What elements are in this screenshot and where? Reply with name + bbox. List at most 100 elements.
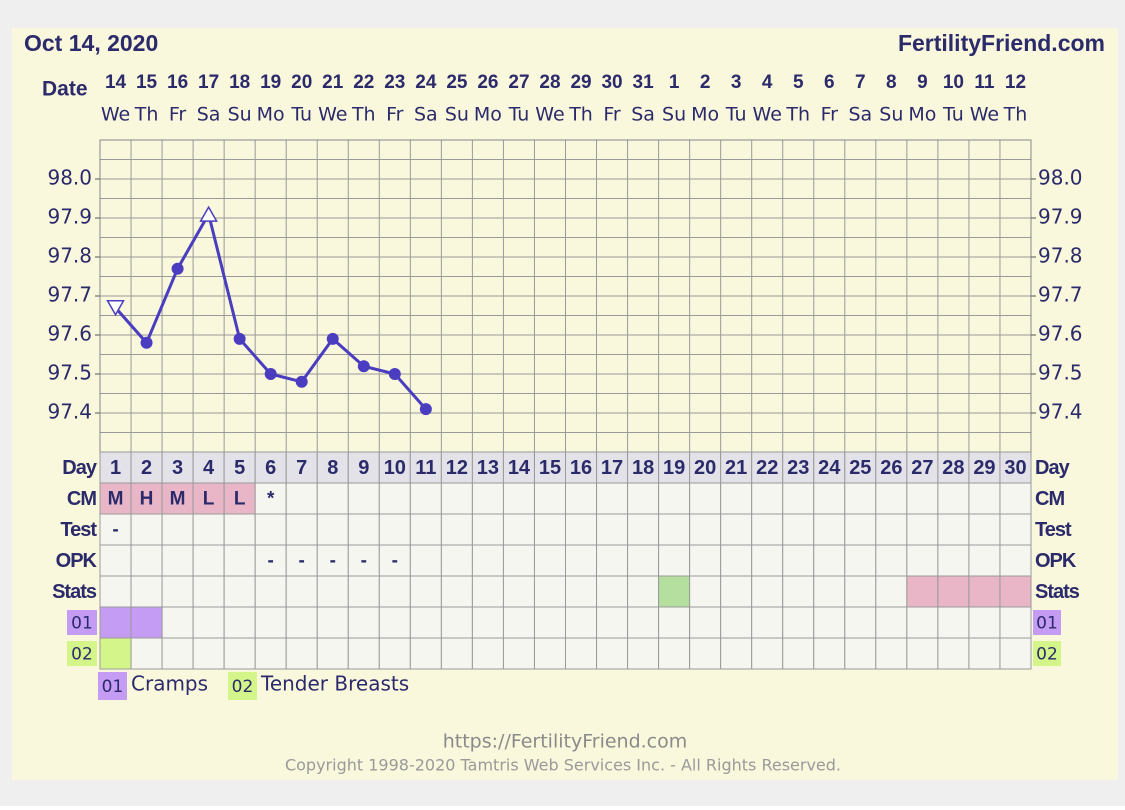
cell	[875, 575, 908, 608]
cell	[906, 544, 939, 577]
y-tick-label: 97.7	[47, 283, 92, 307]
day-number: 7	[296, 457, 307, 479]
date-label: 28	[539, 72, 560, 93]
cell	[720, 482, 753, 515]
cell	[689, 513, 722, 546]
opk-value: -	[299, 551, 305, 572]
cell	[720, 637, 753, 670]
cell	[161, 482, 194, 515]
day-number: 16	[570, 457, 592, 479]
cell	[347, 637, 380, 670]
cell	[502, 637, 535, 670]
cell	[99, 575, 132, 608]
cell	[285, 451, 318, 484]
date-label: 7	[855, 72, 866, 93]
cell	[751, 544, 784, 577]
cell	[813, 575, 846, 608]
point	[326, 332, 339, 345]
weekday-label: We	[318, 104, 347, 126]
cell	[999, 482, 1032, 515]
cell	[223, 606, 256, 639]
cell	[782, 482, 815, 515]
date-label: 30	[601, 72, 622, 93]
cell	[223, 575, 256, 608]
cell	[596, 575, 629, 608]
cell	[316, 451, 349, 484]
cell	[658, 482, 691, 515]
cell	[968, 606, 1001, 639]
cell	[968, 513, 1001, 546]
cell	[502, 575, 535, 608]
weekday-label: We	[535, 104, 564, 126]
day-number: 2	[141, 457, 152, 479]
cm-value: M	[108, 489, 124, 510]
cell	[813, 544, 846, 577]
y-tick-label: 97.6	[1038, 322, 1083, 346]
legend-code: 01	[102, 677, 124, 697]
day-number: 1	[110, 457, 121, 479]
cell	[471, 482, 504, 515]
cell	[471, 637, 504, 670]
cell	[316, 544, 349, 577]
cell	[533, 575, 567, 608]
cell	[254, 575, 287, 608]
cm-value: L	[234, 489, 246, 510]
cell	[254, 637, 287, 670]
weekday-label: Tu	[942, 104, 964, 126]
date-label: 3	[731, 72, 742, 93]
cell	[844, 637, 877, 670]
symptom-code-box	[67, 641, 97, 666]
weekday-label: Fr	[169, 104, 187, 126]
chart-date: Oct 14, 2020	[24, 30, 158, 56]
opk-value: -	[330, 551, 336, 572]
cell	[161, 575, 194, 608]
cell	[813, 513, 846, 546]
cell	[782, 544, 815, 577]
cell	[440, 575, 473, 608]
row-label: Stats	[52, 581, 97, 603]
date-label: 14	[105, 72, 127, 93]
cell	[440, 513, 473, 546]
weekday-label: Fr	[386, 104, 404, 126]
day-number: 13	[477, 457, 499, 479]
cell	[409, 606, 442, 639]
cell	[751, 637, 784, 670]
cell	[968, 637, 1001, 670]
cell	[533, 544, 567, 577]
cell	[254, 513, 287, 546]
y-tick-label: 97.5	[47, 361, 92, 385]
cell	[596, 606, 629, 639]
weekday-label: Fr	[603, 104, 621, 126]
point	[140, 336, 153, 349]
cell	[565, 482, 598, 515]
day-number: 20	[694, 457, 716, 479]
weekday-label: Tu	[725, 104, 747, 126]
row-label: Test	[1035, 519, 1072, 541]
cell	[471, 606, 504, 639]
point	[419, 403, 432, 416]
y-tick-label: 97.4	[1038, 400, 1083, 424]
day-number: 22	[756, 457, 778, 479]
cell	[906, 575, 939, 608]
cell	[161, 544, 194, 577]
x-label: Date	[42, 78, 88, 101]
cell	[130, 451, 163, 484]
cell	[316, 575, 349, 608]
weekday-label: Mo	[908, 104, 936, 126]
cell	[130, 637, 163, 670]
cell	[627, 606, 660, 639]
cell	[347, 575, 380, 608]
date-label: 10	[943, 72, 964, 93]
cell	[223, 544, 256, 577]
date-label: 22	[353, 72, 374, 93]
cell	[596, 544, 629, 577]
cell	[999, 575, 1032, 608]
cell	[720, 544, 753, 577]
day-number: 9	[358, 457, 369, 479]
weekday-label: Su	[445, 104, 469, 126]
cell	[751, 575, 784, 608]
weekday-label: Sa	[197, 104, 221, 126]
cell	[409, 482, 442, 515]
cell	[627, 637, 660, 670]
